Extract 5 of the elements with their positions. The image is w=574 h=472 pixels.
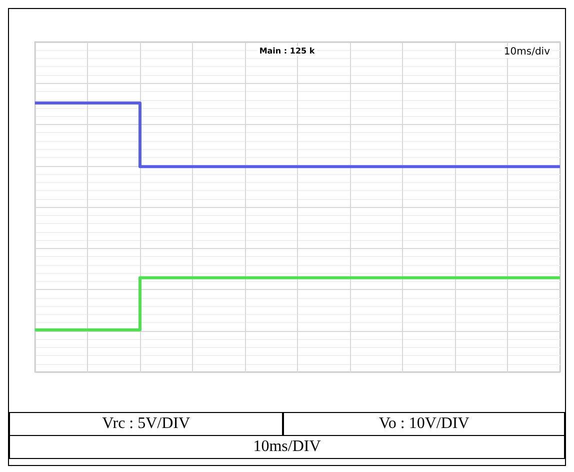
text: Vrc : 5V/DIV (10, 412, 284, 436)
text: 10ms/div (504, 46, 550, 58)
text: Main : 125 k (259, 46, 316, 56)
text: Vo : 10V/DIV (283, 412, 564, 436)
text: 10ms/DIV (10, 436, 564, 458)
